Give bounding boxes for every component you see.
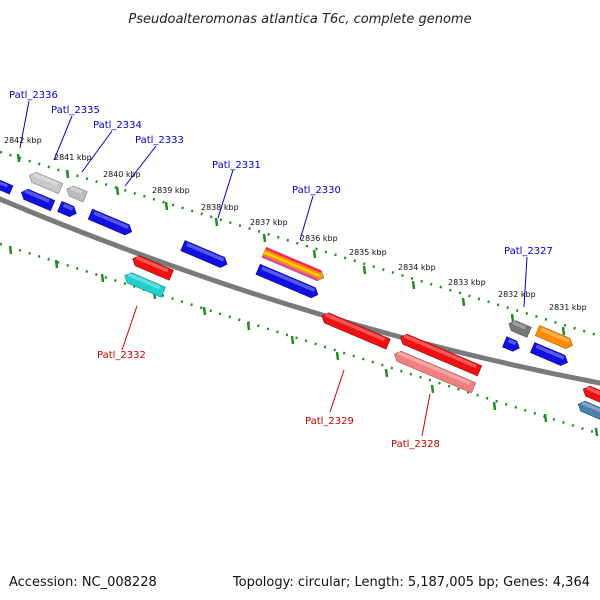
- gene-label-reverse: Patl_2329: [305, 416, 354, 427]
- major-tick-lower: [492, 401, 497, 411]
- gene-arrow: [261, 246, 325, 282]
- label-leader-line: [81, 130, 113, 173]
- major-tick-lower: [8, 245, 13, 255]
- gene-label-forward: Patl_2330: [292, 185, 341, 196]
- label-leader-line: [329, 369, 345, 413]
- major-tick-lower: [290, 335, 295, 345]
- gene-label-forward: Patl_2335: [51, 105, 100, 116]
- gene-arrow: [20, 188, 56, 212]
- major-tick-lower: [543, 413, 548, 423]
- kbp-tick-label: 2840 kbp: [103, 170, 141, 179]
- gene-label-reverse: Patl_2328: [391, 439, 440, 450]
- gene-arrow: [321, 312, 391, 350]
- kbp-tick-label: 2836 kbp: [300, 234, 338, 243]
- label-leader-line: [421, 393, 431, 437]
- gene-arrow: [577, 400, 600, 422]
- major-tick-upper: [164, 201, 169, 211]
- kbp-tick-label: 2842 kbp: [4, 136, 42, 145]
- major-tick-upper: [262, 233, 267, 243]
- gene-label-forward: Patl_2334: [93, 120, 142, 131]
- label-leader-line: [217, 169, 234, 219]
- gene-arrow: [394, 350, 477, 394]
- kbp-tick-label: 2831 kbp: [549, 303, 587, 312]
- major-tick-lower: [594, 427, 599, 437]
- text-labels: 2842 kbp 2841 kbp 2840 kbp 2839 kbp 2838 kbp…: [4, 90, 587, 450]
- major-tick-lower: [384, 368, 389, 378]
- gene-label-forward: Patl_2327: [504, 246, 553, 257]
- gene-label-forward: Patl_2336: [9, 90, 58, 101]
- label-leader-line: [124, 145, 157, 187]
- gene-arrow: [582, 385, 600, 407]
- major-tick-upper: [461, 297, 466, 307]
- label-leader-line: [523, 256, 528, 308]
- major-tick-upper: [561, 326, 566, 336]
- kbp-tick-label: 2838 kbp: [201, 203, 239, 212]
- kbp-tick-label: 2837 kbp: [250, 218, 288, 227]
- major-tick-upper: [411, 280, 416, 290]
- gene-arrow: [87, 208, 133, 236]
- major-tick-upper: [65, 169, 70, 179]
- kbp-tick-label: 2832 kbp: [498, 290, 536, 299]
- major-tick-lower: [430, 384, 435, 394]
- gene-arrow: [400, 333, 483, 377]
- major-tick-upper: [312, 249, 317, 259]
- major-tick-upper: [362, 265, 367, 275]
- genome-summary-text: Topology: circular; Length: 5,187,005 bp…: [232, 575, 590, 590]
- genome-backbone: [0, 196, 600, 386]
- label-leader-lines: [19, 100, 528, 437]
- gene-arrow: [0, 179, 14, 195]
- major-tick-lower: [335, 351, 340, 361]
- major-tick-upper: [16, 153, 21, 163]
- kbp-tick-label: 2834 kbp: [398, 263, 436, 272]
- gene-arrow: [28, 171, 64, 195]
- major-tick-lower: [202, 306, 207, 316]
- gene-arrow: [66, 185, 88, 203]
- gene-arrow: [255, 263, 319, 299]
- kbp-tick-label: 2835 kbp: [349, 248, 387, 257]
- gene-arrow: [502, 336, 520, 352]
- major-tick-lower: [100, 273, 105, 283]
- gene-arrow: [529, 342, 568, 366]
- major-tick-lower: [54, 259, 59, 269]
- gene-label-forward: Patl_2331: [212, 160, 261, 171]
- gene-arrow: [508, 320, 532, 338]
- gene-arrow: [180, 240, 228, 268]
- label-leader-line: [19, 100, 30, 149]
- gene-arrow: [132, 255, 174, 281]
- chart-title: Pseudoalteromonas atlantica T6c, complet…: [128, 12, 471, 27]
- gene-label-reverse: Patl_2332: [97, 350, 146, 361]
- kbp-tick-label: 2839 kbp: [152, 186, 190, 195]
- major-tick-lower: [246, 321, 251, 331]
- major-tick-upper: [510, 313, 515, 323]
- accession-text: Accession: NC_008228: [9, 575, 157, 590]
- major-tick-upper: [214, 217, 219, 227]
- label-leader-line: [121, 305, 138, 351]
- gene-arrow: [124, 272, 166, 298]
- major-tick-upper: [115, 186, 120, 196]
- gene-label-forward: Patl_2333: [135, 135, 184, 146]
- tick-rows: [0, 150, 600, 437]
- gene-features: [0, 171, 600, 422]
- label-leader-line: [299, 195, 314, 241]
- gene-arrow: [57, 201, 77, 217]
- kbp-tick-label: 2841 kbp: [54, 153, 92, 162]
- kbp-tick-label: 2833 kbp: [448, 278, 486, 287]
- gene-arrow: [534, 325, 573, 349]
- label-leader-line: [53, 115, 73, 161]
